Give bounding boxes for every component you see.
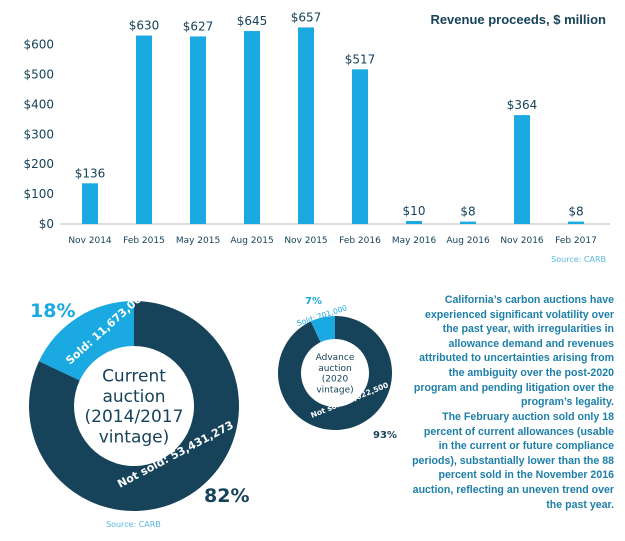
center-label: auction [102,387,165,407]
data-label: $645 [237,14,268,28]
x-tick-label: May 2016 [392,236,437,246]
bar [298,27,314,225]
slice-not-sold [29,301,239,512]
data-label: $8 [460,205,475,219]
percent-sold: 7% [305,296,322,307]
x-tick-label: Feb 2016 [339,236,381,246]
source-label: Source: CARB [106,520,161,529]
bar [514,115,530,224]
percent-not-sold: 82% [204,485,249,507]
center-label: vintage) [99,428,170,448]
bar [190,36,206,224]
x-tick-label: Aug 2016 [446,236,490,246]
slice-sold [310,316,335,343]
y-tick-label: $400 [23,97,54,111]
x-tick-label: Nov 2016 [500,236,544,246]
bar [352,69,368,224]
percent-sold: 18% [30,300,75,322]
y-tick-label: $300 [23,127,54,141]
x-tick-label: Aug 2015 [230,236,273,246]
center-label: Current [102,366,166,386]
center-label: (2014/2017 [85,407,184,427]
bar [136,35,152,225]
center-label: vintage) [316,385,353,395]
data-label: $136 [75,166,106,180]
y-tick-label: $200 [23,157,54,171]
slice-sold [38,301,134,381]
data-label: $630 [129,19,160,33]
bar [460,221,476,224]
y-tick-label: $0 [39,217,54,231]
paragraph-2: The February auction sold only 18 percen… [412,411,614,511]
x-tick-label: May 2015 [176,236,220,246]
x-tick-label: Feb 2017 [555,236,597,246]
paragraph-1: California’s carbon auctions have experi… [413,294,614,409]
data-label: $364 [507,98,538,112]
data-label: $8 [568,205,583,219]
y-tick-label: $600 [23,38,54,52]
y-tick-label: $500 [23,67,54,81]
bar [406,221,422,224]
source-label: Source: CARB [551,255,606,264]
chart-title: Revenue proceeds, $ million [430,12,606,27]
data-label: $517 [345,52,376,66]
center-label: (2020 [322,375,349,385]
data-label: $657 [291,10,322,24]
x-tick-label: Nov 2015 [284,236,327,246]
x-tick-label: Nov 2014 [68,236,112,246]
bar [568,221,584,224]
y-tick-label: $100 [23,187,54,201]
percent-not-sold: 93% [373,430,397,441]
x-tick-label: Feb 2015 [123,236,165,246]
center-label: Advance [316,353,355,363]
bar [82,183,98,224]
slice-not-sold [278,316,393,430]
data-label: $627 [183,19,214,33]
center-label: auction [318,364,351,374]
bar [244,31,260,224]
data-label: $10 [403,204,426,218]
